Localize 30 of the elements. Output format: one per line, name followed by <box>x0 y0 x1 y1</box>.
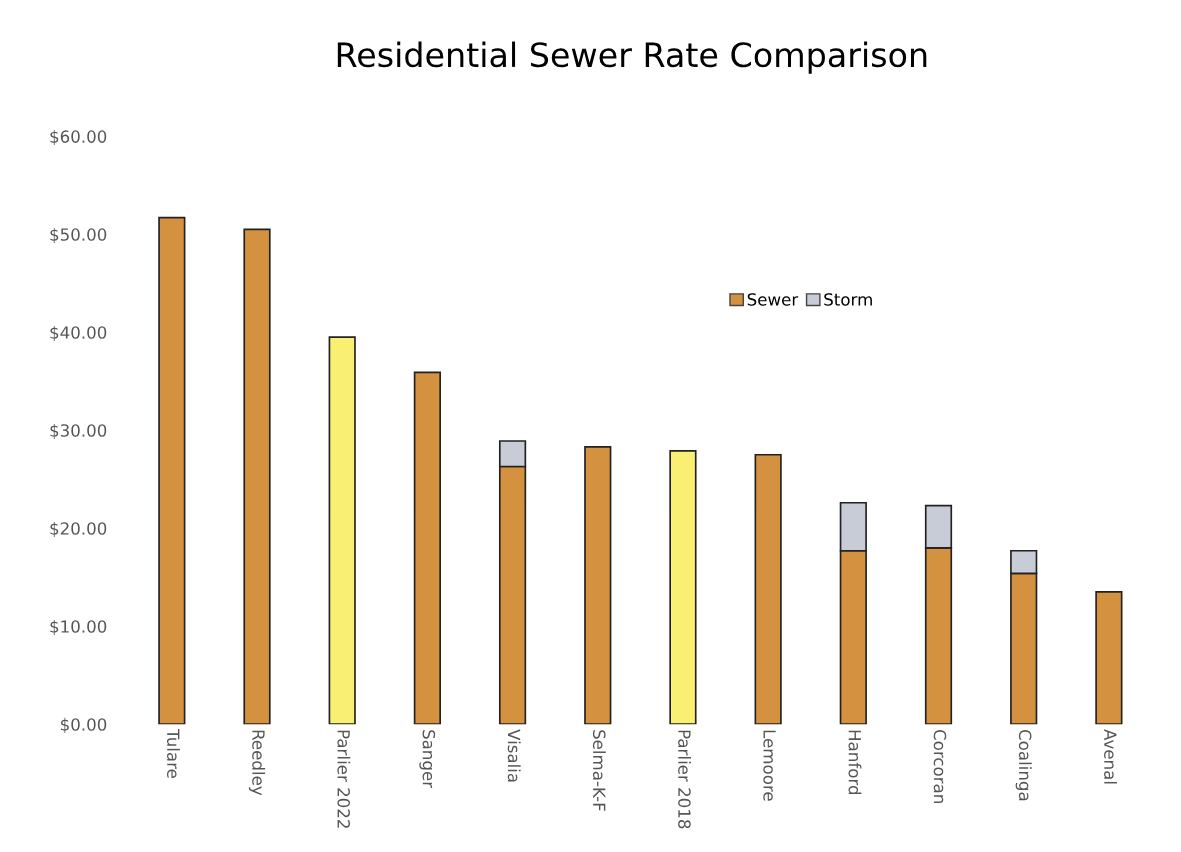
x-tick-label: Lemoore <box>763 730 776 801</box>
y-tick-label: $60.00 <box>50 129 107 146</box>
x-tick-label: Avenal <box>1104 729 1117 784</box>
x-tick-label: Sanger <box>419 730 436 789</box>
y-tick-label: $50.00 <box>50 227 107 244</box>
y-tick-label: $0.00 <box>61 717 107 733</box>
x-tick-label: Selma-K-F <box>592 730 606 811</box>
bar <box>584 446 612 725</box>
y-tick-label: $30.00 <box>50 423 107 440</box>
bar <box>669 450 697 725</box>
x-tick-label: Hanford <box>848 730 862 795</box>
chart-title: Residential Sewer Rate Comparison <box>337 41 927 74</box>
x-tick-label: Parlier 2022 <box>337 730 351 828</box>
x-tick-label: Tulare <box>166 729 180 778</box>
bar <box>158 216 186 725</box>
x-tick-label: Visalia <box>507 729 521 782</box>
x-tick-label: Reedley <box>248 730 266 796</box>
bar <box>1095 591 1123 725</box>
y-tick-label: $40.00 <box>50 325 107 342</box>
bar <box>328 336 356 725</box>
x-tick-label: Corcoran <box>933 730 947 803</box>
bar <box>243 228 271 725</box>
legend-label: Storm <box>824 293 872 306</box>
bar <box>413 371 441 725</box>
bar <box>754 453 782 725</box>
x-tick-label: Parlier 2018 <box>678 730 692 829</box>
y-tick-label: $10.00 <box>50 619 107 635</box>
legend-label: Sewer <box>747 293 799 306</box>
y-tick-label: $20.00 <box>50 521 107 538</box>
x-tick-label: Coalinga <box>1015 730 1032 801</box>
